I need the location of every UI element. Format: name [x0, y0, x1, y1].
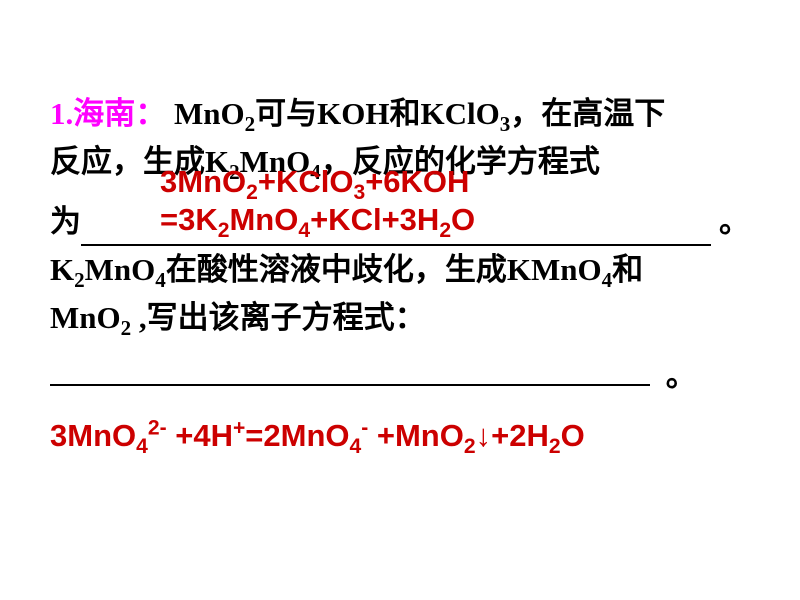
question-source: 海南：: [73, 96, 166, 131]
blank-row-2: 。: [50, 342, 750, 399]
slide-container: 1.海南： MnO2可与KOH和KClO3，在高温下 反应，生成K2MnO4，反…: [0, 0, 800, 600]
sub-4c: 4: [602, 268, 613, 292]
q4b: ,写出该离子方程式：: [131, 300, 426, 335]
q3a: K: [50, 252, 74, 287]
sub-2d: 2: [121, 316, 132, 340]
wei-label: 为: [50, 198, 81, 246]
answer-2: 3MnO42- +4H+=2MnO4- +MnO2↓+2H2O: [50, 418, 750, 454]
sub-2c: 2: [74, 268, 85, 292]
sub-4b: 4: [155, 268, 166, 292]
question-line-3: K2MnO4在酸性溶液中歧化，生成KMnO4和: [50, 246, 750, 294]
q4a: MnO: [50, 300, 121, 335]
q1c: ，在高温下: [510, 96, 665, 131]
sub-2: 2: [245, 112, 256, 136]
answer-1: 3MnO2+KClO3+6KOH =3K2MnO4+KCl+3H2O: [160, 163, 475, 241]
fill-blank-1-wrap: 3MnO2+KClO3+6KOH =3K2MnO4+KCl+3H2O 为 。: [50, 198, 750, 246]
q3b: MnO: [85, 252, 156, 287]
q3c: 在酸性溶液中歧化，生成KMnO: [166, 252, 602, 287]
period-1: 。: [719, 198, 750, 246]
sub-3: 3: [500, 112, 511, 136]
question-number: 1.: [50, 96, 73, 131]
question-line-1: 1.海南： MnO2可与KOH和KClO3，在高温下: [50, 90, 750, 138]
answer-1-line-1: 3MnO2+KClO3+6KOH: [160, 163, 475, 202]
period-2: 。: [658, 358, 697, 393]
q1b: 可与KOH和KClO: [255, 96, 500, 131]
question-line-4: MnO2 ,写出该离子方程式：: [50, 294, 750, 342]
q1a: MnO: [166, 96, 244, 131]
underline-2: [50, 342, 650, 385]
answer-1-line-2: =3K2MnO4+KCl+3H2O: [160, 201, 475, 240]
q3d: 和: [612, 252, 643, 287]
